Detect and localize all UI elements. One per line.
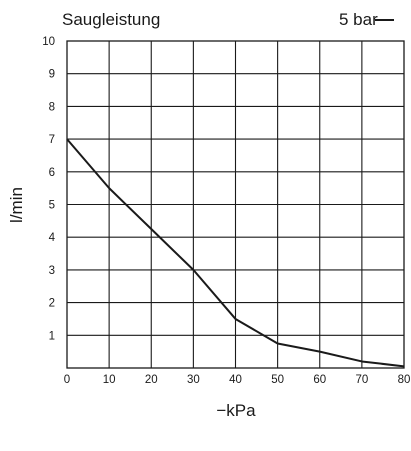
- x-tick-label: 30: [187, 374, 200, 386]
- x-axis-label: −kPa: [216, 401, 256, 420]
- x-axis-ticks: 0 10 20 30 40 50 60 70 80: [64, 374, 411, 386]
- y-tick-label: 1: [49, 330, 55, 342]
- legend: 5 bar: [339, 10, 394, 29]
- y-tick-label: 10: [42, 36, 55, 48]
- series-line: [66, 138, 405, 368]
- chart-title: Saugleistung: [62, 10, 160, 29]
- x-tick-label: 20: [145, 374, 158, 386]
- x-tick-label: 60: [313, 374, 326, 386]
- x-tick-label: 70: [355, 374, 368, 386]
- y-tick-label: 2: [49, 298, 55, 310]
- x-tick-label: 40: [229, 374, 242, 386]
- y-axis-ticks: 1 2 3 4 5 6 7 8 9 10: [42, 36, 55, 342]
- grid: [66, 40, 405, 369]
- y-tick-label: 8: [49, 101, 55, 113]
- y-axis-label: l/min: [7, 187, 26, 223]
- x-tick-label: 10: [103, 374, 116, 386]
- y-tick-label: 7: [49, 134, 55, 146]
- y-tick-label: 6: [49, 167, 55, 179]
- x-tick-label: 50: [271, 374, 284, 386]
- x-tick-label: 80: [398, 374, 411, 386]
- y-tick-label: 5: [49, 200, 55, 212]
- legend-label: 5 bar: [339, 10, 378, 29]
- series-group: [66, 138, 405, 368]
- x-tick-label: 0: [64, 374, 70, 386]
- y-tick-label: 9: [49, 69, 55, 81]
- y-tick-label: 4: [49, 232, 56, 244]
- y-tick-label: 3: [49, 265, 55, 277]
